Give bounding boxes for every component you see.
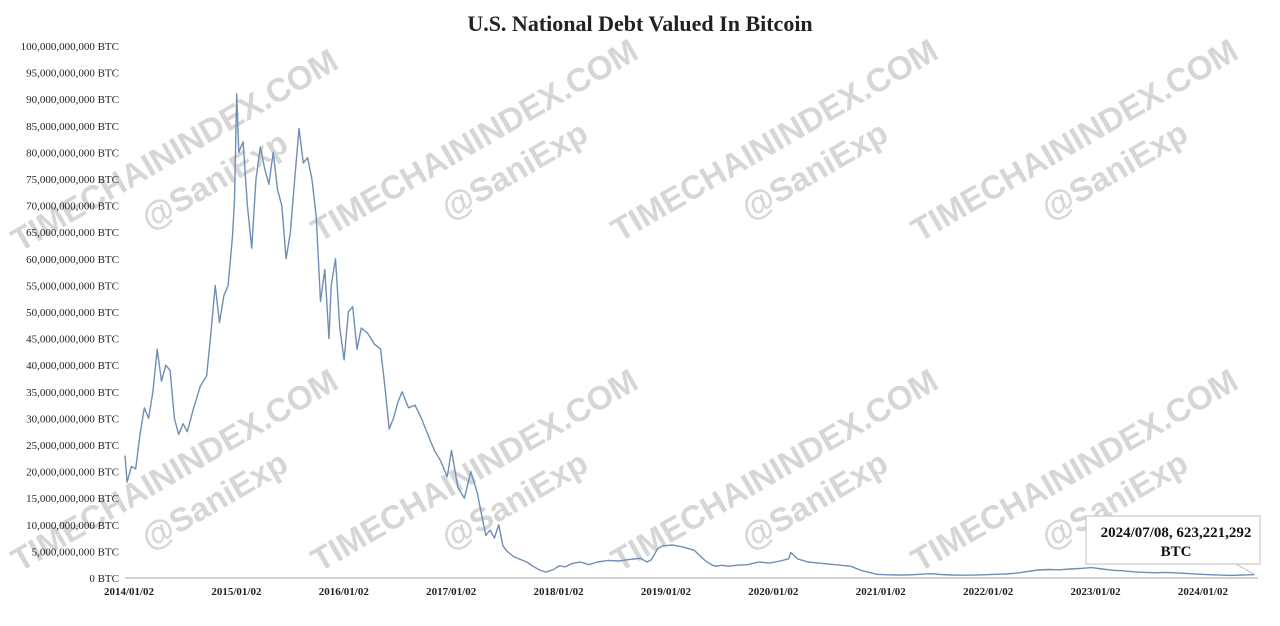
watermark-site: TIMECHAININDEX.COM [605,361,944,578]
x-tick-label: 2020/01/02 [748,586,799,598]
y-tick-label: 90,000,000,000 BTC [26,94,119,106]
y-tick-label: 75,000,000,000 BTC [26,174,119,186]
callout-box [1085,515,1261,565]
y-tick-label: 20,000,000,000 BTC [26,467,119,479]
watermark-site: TIMECHAININDEX.COM [905,31,1244,248]
watermark-site: TIMECHAININDEX.COM [305,31,644,248]
watermark-site: TIMECHAININDEX.COM [605,31,944,248]
x-tick-label: 2021/01/02 [856,586,907,598]
y-tick-label: 65,000,000,000 BTC [26,227,119,239]
y-tick-label: 80,000,000,000 BTC [26,147,119,159]
y-tick-label: 40,000,000,000 BTC [26,360,119,372]
series-line-debt-btc [124,93,1255,577]
x-tick-label: 2014/01/02 [104,586,155,598]
chart-title: U.S. National Debt Valued In Bitcoin [467,11,812,36]
y-tick-label: 0 BTC [89,573,119,585]
y-tick-label: 45,000,000,000 BTC [26,334,119,346]
x-tick-label: 2023/01/02 [1070,586,1121,598]
y-tick-label: 30,000,000,000 BTC [26,413,119,425]
y-tick-label: 15,000,000,000 BTC [26,493,119,505]
y-axis: 0 BTC 5,000,000,000 BTC 10,000,000,000 BTC… [21,41,119,585]
y-tick-label: 10,000,000,000 BTC [26,520,119,532]
y-tick-label: 60,000,000,000 BTC [26,254,119,266]
y-tick-label: 55,000,000,000 BTC [26,280,119,292]
last-value-callout: 2024/07/08, 623,221,292 BTC [1085,515,1261,576]
x-tick-label: 2019/01/02 [641,586,692,598]
x-tick-label: 2015/01/02 [211,586,262,598]
y-tick-label: 95,000,000,000 BTC [26,68,119,80]
watermark-layer: TIMECHAININDEX.COM@SaniExp TIMECHAININDEX… [5,31,1244,578]
x-tick-label: 2022/01/02 [963,586,1014,598]
callout-date-value: 2024/07/08, 623,221,292 [1101,525,1252,541]
x-tick-label: 2016/01/02 [319,586,370,598]
y-tick-label: 85,000,000,000 BTC [26,121,119,133]
y-tick-label: 50,000,000,000 BTC [26,307,119,319]
x-axis: 2014/01/02 2015/01/02 2016/01/02 2017/01/02… [104,586,1229,598]
y-tick-label: 5,000,000,000 BTC [32,546,119,558]
callout-unit: BTC [1161,544,1192,560]
y-tick-label: 70,000,000,000 BTC [26,201,119,213]
callout-pointer [1235,563,1256,576]
x-tick-label: 2024/01/02 [1178,586,1229,598]
y-tick-label: 100,000,000,000 BTC [21,41,119,53]
y-tick-label: 35,000,000,000 BTC [26,387,119,399]
y-tick-label: 25,000,000,000 BTC [26,440,119,452]
x-tick-label: 2018/01/02 [534,586,585,598]
x-tick-label: 2017/01/02 [426,586,477,598]
watermark-site: TIMECHAININDEX.COM [305,361,644,578]
